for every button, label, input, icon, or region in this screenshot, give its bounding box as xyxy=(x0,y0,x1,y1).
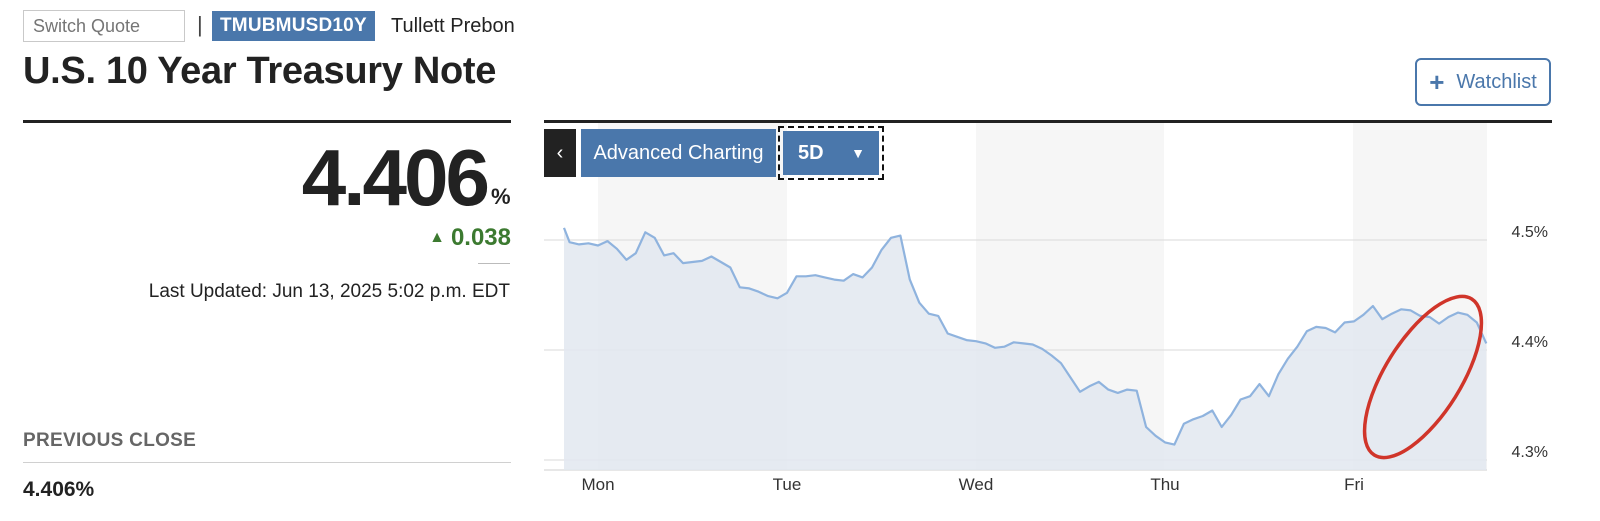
x-tick-label-mon: Mon xyxy=(581,475,614,494)
y-tick-label-2: 4.3% xyxy=(1512,444,1548,461)
header-divider-right xyxy=(544,120,1552,123)
advanced-charting-button[interactable]: Advanced Charting xyxy=(581,129,776,177)
chart-back-button[interactable]: ‹ xyxy=(544,129,576,177)
x-tick-label-wed: Wed xyxy=(959,475,994,494)
range-selector-focus-ring: 5D ▼ xyxy=(778,126,884,180)
x-tick-label-fri: Fri xyxy=(1344,475,1364,494)
chevron-down-icon: ▼ xyxy=(851,145,865,161)
change-value: 0.038 xyxy=(450,224,511,251)
previous-close-value: 4.406% xyxy=(23,478,95,501)
page-title: U.S. 10 Year Treasury Note xyxy=(23,50,497,92)
price-change: ▲ 0.038 xyxy=(429,224,511,252)
x-tick-label-tue: Tue xyxy=(773,475,802,494)
watchlist-label: Watchlist xyxy=(1456,70,1537,93)
change-divider xyxy=(478,263,510,264)
up-arrow-icon: ▲ xyxy=(429,229,445,246)
price-unit: % xyxy=(491,184,511,209)
series-line xyxy=(562,227,1488,446)
ticker-badge[interactable]: TMUBMUSD10Y xyxy=(212,11,375,41)
y-tick-label-1: 4.4% xyxy=(1512,334,1548,351)
exchange-label: Tullett Prebon xyxy=(391,15,515,37)
highlight-ellipse xyxy=(1362,294,1484,460)
chevron-left-icon: ‹ xyxy=(556,141,564,164)
plus-icon: + xyxy=(1429,67,1445,97)
previous-close-divider xyxy=(23,462,511,463)
range-selector-dropdown[interactable]: 5D ▼ xyxy=(783,131,879,175)
x-tick-label-thu: Thu xyxy=(1150,475,1179,494)
last-updated-timestamp: Last Updated: Jun 13, 2025 5:02 p.m. EDT xyxy=(148,281,510,302)
y-tick-label-0: 4.5% xyxy=(1512,224,1548,241)
previous-close-label: PREVIOUS CLOSE xyxy=(23,430,197,451)
header-separator: | xyxy=(197,12,203,37)
header-divider-left xyxy=(23,120,511,123)
price-value: 4.406 xyxy=(301,133,490,222)
switch-quote-input[interactable] xyxy=(23,10,185,42)
series-area xyxy=(564,227,1487,470)
range-selector-value: 5D xyxy=(798,141,824,164)
add-to-watchlist-button[interactable]: + Watchlist xyxy=(1415,58,1551,106)
